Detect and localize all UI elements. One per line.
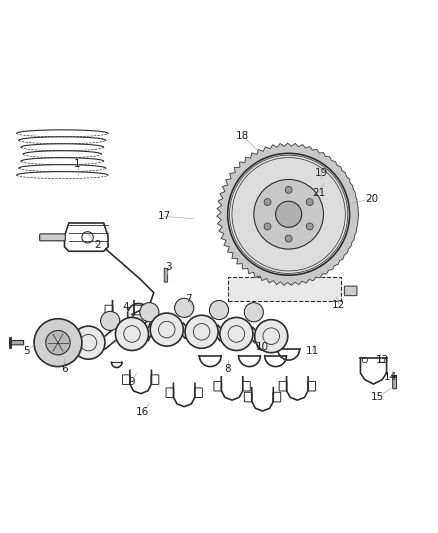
Text: 3: 3 [166,262,172,272]
Circle shape [46,330,70,355]
FancyBboxPatch shape [40,234,65,241]
Text: 11: 11 [306,346,319,357]
Circle shape [34,319,82,367]
Text: 5: 5 [23,346,30,357]
Text: 12: 12 [332,300,345,310]
Circle shape [254,320,288,353]
Text: 7: 7 [185,294,192,304]
Circle shape [276,201,302,228]
Text: 18: 18 [237,131,250,141]
Text: 21: 21 [312,188,326,198]
Text: 6: 6 [61,364,68,374]
Circle shape [228,154,350,275]
Text: 14: 14 [384,373,398,383]
Polygon shape [217,143,358,285]
Circle shape [150,313,184,346]
Text: 10: 10 [256,342,269,352]
Circle shape [175,298,194,318]
FancyBboxPatch shape [10,341,24,345]
Circle shape [254,180,323,249]
FancyBboxPatch shape [344,286,357,296]
Text: 4: 4 [122,302,129,312]
Circle shape [101,311,120,330]
Circle shape [264,199,271,206]
FancyBboxPatch shape [320,181,323,189]
FancyBboxPatch shape [228,277,341,301]
Text: 17: 17 [158,212,171,221]
Circle shape [264,223,271,230]
Circle shape [306,223,313,230]
Circle shape [306,199,313,206]
Circle shape [220,318,253,351]
Text: 9: 9 [129,377,135,387]
Text: 2: 2 [94,240,100,250]
Circle shape [244,303,263,322]
Circle shape [72,326,105,359]
Text: 19: 19 [314,168,328,178]
Text: 13: 13 [375,355,389,365]
Circle shape [185,315,218,349]
Text: 16: 16 [136,407,149,417]
Text: 1: 1 [74,159,81,169]
Circle shape [285,235,292,242]
Text: 8: 8 [224,364,231,374]
Circle shape [116,318,148,351]
FancyBboxPatch shape [164,268,168,282]
Circle shape [140,303,159,322]
Text: 20: 20 [365,194,378,204]
Text: 15: 15 [371,392,385,402]
FancyBboxPatch shape [392,376,396,389]
Circle shape [285,187,292,193]
Circle shape [209,301,229,320]
